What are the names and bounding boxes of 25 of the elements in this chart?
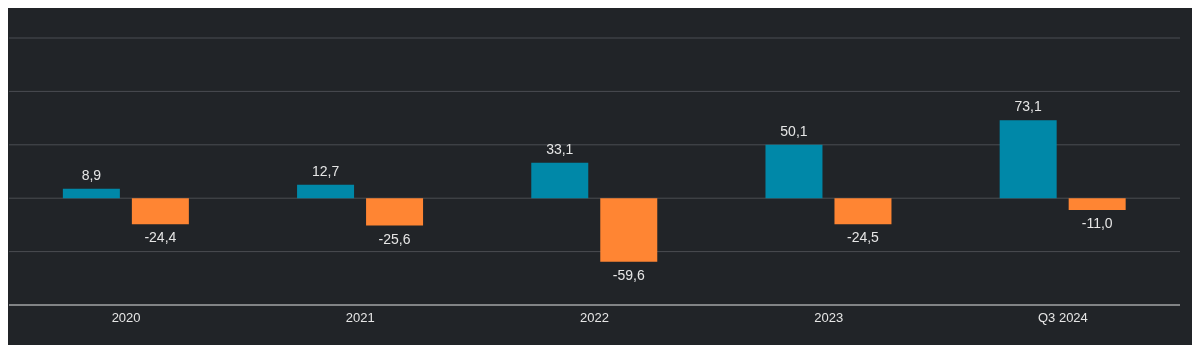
bar [999, 120, 1057, 199]
x-tick-label: 2020 [111, 310, 141, 326]
bar [600, 198, 658, 262]
data-label: -24,5 [847, 229, 880, 246]
data-label: -24,4 [144, 229, 177, 246]
bar [62, 188, 120, 199]
data-label: 50,1 [780, 122, 808, 139]
data-label: -59,6 [612, 266, 645, 283]
x-tick-label: 2022 [580, 310, 609, 326]
x-tick-label: 2023 [814, 310, 844, 326]
bar [297, 184, 355, 199]
x-tick-label: 2021 [345, 310, 375, 326]
data-label: 33,1 [546, 140, 574, 157]
bar [1068, 198, 1126, 210]
bar [765, 144, 823, 199]
data-label: 8,9 [81, 166, 102, 183]
bar [366, 198, 424, 226]
bar [531, 162, 589, 199]
data-label: 73,1 [1014, 98, 1042, 115]
data-label: -25,6 [378, 230, 411, 247]
x-tick-label: Q3 2024 [1037, 310, 1088, 326]
bar [131, 198, 189, 225]
data-label: -11,0 [1081, 214, 1113, 231]
bar [834, 198, 892, 225]
data-label: 12,7 [311, 162, 340, 179]
